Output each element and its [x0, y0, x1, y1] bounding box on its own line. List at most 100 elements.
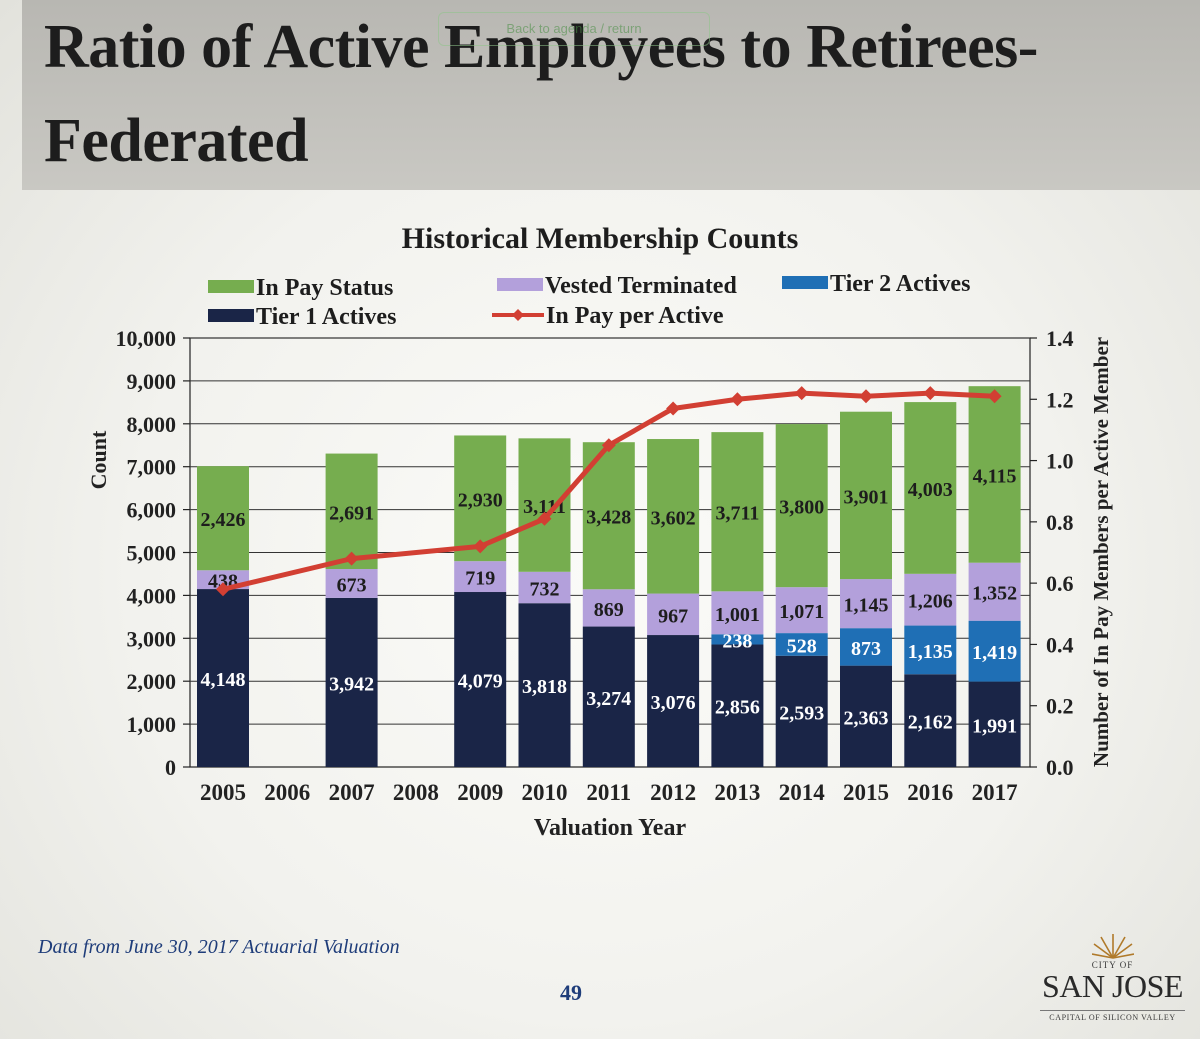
x-tick-label: 2015	[843, 780, 889, 805]
y2-tick-label: 0.2	[1046, 694, 1074, 719]
x-tick-label: 2014	[779, 780, 826, 805]
data-label-tier1-2016: 2,162	[908, 712, 953, 734]
y2-tick-label: 0.4	[1046, 632, 1074, 657]
bar-vested-2013	[711, 591, 764, 635]
x-tick-label: 2008	[393, 780, 439, 805]
bar-vested-2014	[775, 587, 828, 634]
legend-swatch-tier2	[782, 276, 828, 289]
bar-tier1-2007	[325, 597, 378, 767]
bar-tier2-2017	[968, 620, 1021, 682]
data-label-tier1-2012: 3,076	[651, 692, 696, 714]
sun-icon	[1092, 934, 1134, 959]
y-tick-label: 4,000	[127, 583, 177, 608]
data-label-tier1-2007: 3,942	[329, 673, 374, 695]
data-label-tier2-2016: 1,135	[908, 641, 953, 663]
data-label-in_pay-2014: 3,800	[779, 497, 824, 519]
y-tick-label: 9,000	[127, 369, 177, 394]
bar-tier1-2017	[968, 681, 1021, 767]
line-marker	[216, 582, 230, 597]
x-tick-label: 2007	[329, 780, 375, 805]
data-label-tier2-2014: 528	[787, 635, 817, 657]
data-label-tier1-2015: 2,363	[844, 707, 889, 729]
y2-tick-label: 1.2	[1046, 387, 1074, 412]
line-marker	[344, 551, 359, 566]
bar-vested-2010	[518, 571, 571, 604]
bar-tier2-2016	[904, 625, 957, 675]
bar-vested-2017	[968, 562, 1021, 621]
logo-name: SAN JOSE	[1042, 968, 1183, 1004]
line-marker	[473, 539, 488, 554]
page-number: 49	[560, 980, 582, 1005]
x-tick-label: 2012	[650, 780, 696, 805]
slide-link-overlay[interactable]: Back to agenda / return	[438, 12, 710, 46]
data-label-vested-2014: 1,071	[779, 601, 824, 623]
logo-tagline: CAPITAL OF SILICON VALLEY	[1040, 1010, 1185, 1022]
line-marker	[794, 386, 809, 401]
data-label-tier1-2009: 4,079	[458, 671, 503, 693]
data-label-in_pay-2011: 3,428	[586, 507, 631, 529]
bar-vested-2009	[454, 561, 507, 593]
y2-tick-label: 0.0	[1046, 755, 1074, 780]
bar-vested-2015	[840, 579, 892, 629]
data-label-in_pay-2005: 2,426	[201, 509, 246, 531]
data-label-vested-2016: 1,206	[908, 591, 953, 613]
data-label-tier1-2017: 1,991	[972, 715, 1017, 737]
x-tick-label: 2017	[972, 780, 1018, 805]
data-label-vested-2017: 1,352	[972, 583, 1017, 605]
chart-title: Historical Membership Counts	[401, 222, 799, 255]
bar-tier1-2014	[775, 655, 828, 767]
bar-tier1-2016	[904, 674, 957, 767]
x-tick-label: 2011	[586, 780, 631, 805]
legend-label: Tier 1 Actives	[256, 304, 396, 330]
bar-tier1-2015	[840, 665, 892, 767]
bar-vested-2011	[582, 589, 635, 627]
x-axis-title: Valuation Year	[534, 815, 687, 841]
y2-tick-label: 0.8	[1046, 510, 1074, 535]
data-label-vested-2015: 1,145	[844, 595, 889, 617]
bar-in_pay-2014	[775, 424, 828, 588]
y-tick-label: 10,000	[116, 326, 177, 351]
logo-city-of: CITY OF	[1091, 960, 1134, 970]
bar-tier2-2014	[775, 633, 828, 656]
bar-in_pay-2012	[647, 439, 700, 594]
data-label-tier1-2013: 2,856	[715, 697, 760, 719]
line-marker	[666, 401, 681, 416]
data-label-vested-2010: 732	[530, 579, 560, 601]
line-marker	[601, 438, 616, 453]
x-tick-label: 2009	[457, 780, 503, 805]
footnote: Data from June 30, 2017 Actuarial Valuat…	[38, 936, 400, 958]
bar-in_pay-2010	[518, 438, 571, 572]
data-label-tier1-2005: 4,148	[201, 669, 246, 691]
legend-marker	[512, 309, 524, 321]
data-label-in_pay-2012: 3,602	[651, 507, 696, 529]
bar-tier1-2012	[647, 635, 700, 767]
data-label-tier1-2010: 3,818	[522, 676, 567, 698]
y-tick-label: 5,000	[127, 541, 177, 566]
bar-in_pay-2005	[197, 466, 249, 571]
line-marker	[859, 389, 873, 404]
bar-tier1-2013	[711, 644, 764, 767]
legend-label: In Pay per Active	[546, 303, 724, 329]
bar-tier1-2005	[197, 589, 249, 767]
data-label-vested-2011: 869	[594, 599, 624, 621]
legend-label: Vested Terminated	[545, 273, 737, 299]
y-tick-label: 6,000	[127, 498, 177, 523]
bar-in_pay-2007	[325, 453, 378, 570]
title-band	[22, 0, 1200, 190]
y-tick-label: 8,000	[127, 412, 177, 437]
bar-vested-2012	[647, 593, 700, 636]
data-label-tier1-2014: 2,593	[779, 702, 824, 724]
data-label-tier2-2017: 1,419	[972, 642, 1017, 664]
data-label-in_pay-2009: 2,930	[458, 489, 503, 511]
bar-tier1-2011	[582, 626, 635, 767]
bar-tier1-2009	[454, 592, 507, 767]
data-label-in_pay-2015: 3,901	[844, 486, 889, 508]
bar-tier2-2015	[840, 628, 892, 666]
line-marker	[730, 392, 745, 407]
data-label-tier2-2013: 238	[722, 630, 752, 652]
y2-tick-label: 1.4	[1046, 326, 1074, 351]
data-label-in_pay-2007: 2,691	[329, 502, 374, 524]
y-tick-label: 3,000	[127, 626, 177, 651]
bar-vested-2007	[325, 569, 378, 598]
